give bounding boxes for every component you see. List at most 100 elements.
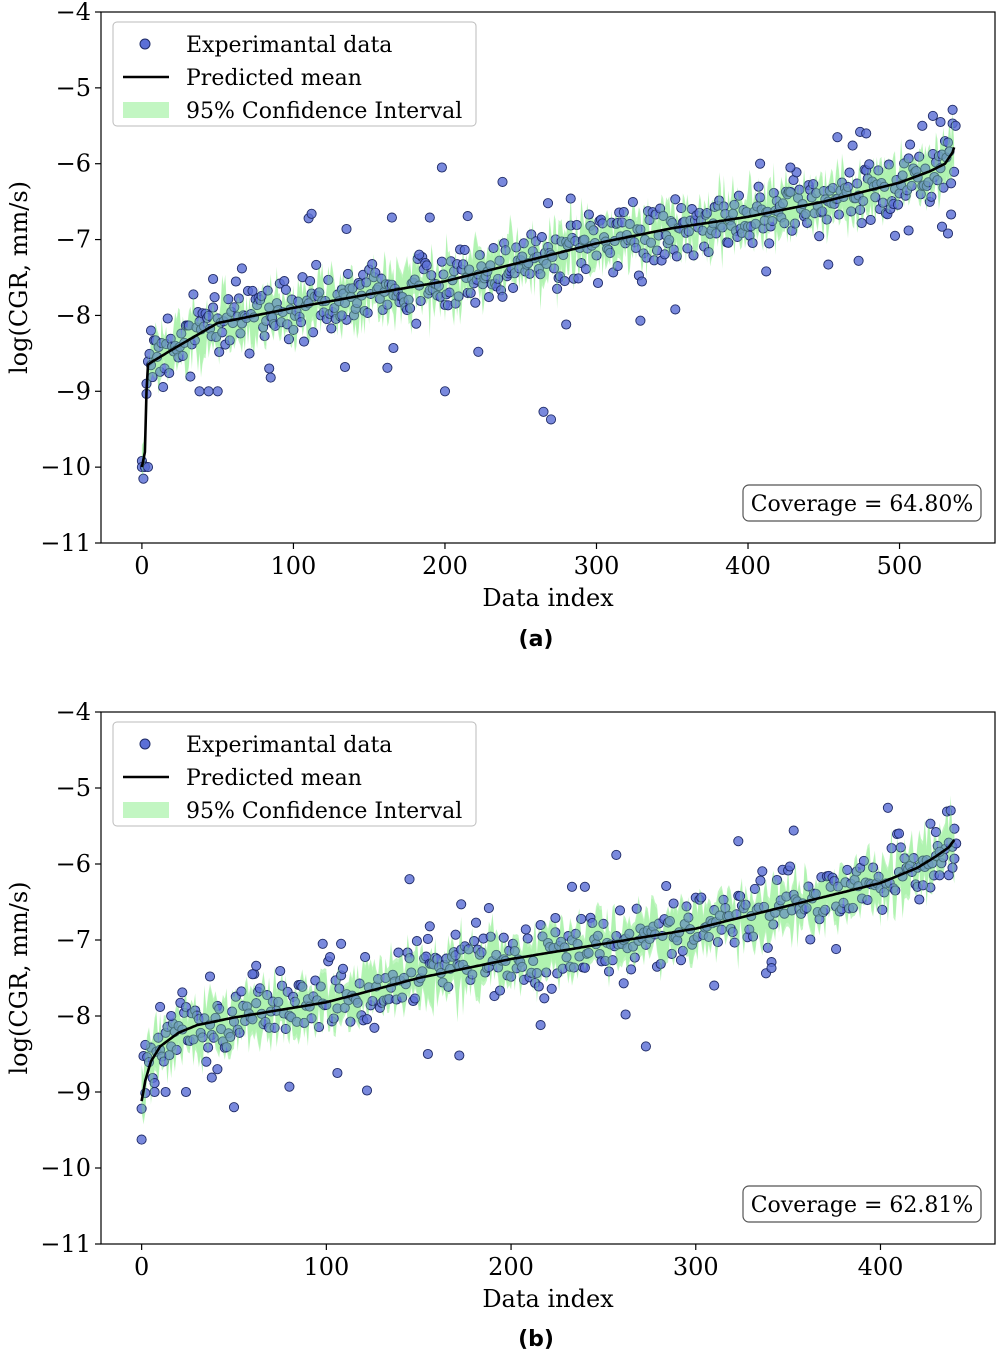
data-point — [877, 904, 888, 915]
mean-line — [140, 839, 956, 1102]
data-point — [784, 861, 796, 872]
coverage-box-a — [742, 484, 982, 522]
data-point — [640, 1041, 651, 1052]
data-point — [251, 998, 262, 1009]
legend-label-mean-b: Predicted mean — [186, 766, 362, 791]
data-point — [583, 209, 594, 220]
data-point — [771, 874, 783, 886]
x-axis-label-b: Data index — [482, 1285, 614, 1313]
data-point — [712, 937, 723, 948]
x-tick-label: 0 — [134, 552, 149, 580]
data-point — [927, 110, 938, 121]
data-point — [733, 190, 744, 201]
data-point — [805, 934, 816, 945]
data-point — [682, 243, 693, 254]
data-point — [823, 259, 834, 270]
data-point — [424, 921, 435, 932]
data-point — [890, 885, 901, 896]
data-point — [339, 361, 351, 373]
data-point — [579, 881, 590, 892]
legend-b: Experimantal data Predicted mean 95% Con… — [112, 721, 477, 827]
confidence-band-a — [141, 111, 955, 483]
data-point — [666, 948, 677, 959]
data-point — [326, 323, 337, 334]
data-point — [833, 209, 844, 220]
data-point — [236, 263, 247, 274]
data-point — [374, 293, 385, 304]
data-point — [206, 1072, 217, 1083]
x-tick-label: 200 — [422, 552, 468, 580]
data-point — [397, 992, 408, 1003]
data-point — [607, 955, 618, 966]
data-point — [185, 371, 196, 382]
data-point — [439, 386, 451, 397]
legend-marker-ci-a — [123, 102, 169, 118]
data-point — [668, 898, 679, 909]
y-ticks-a: −11 −10 −9 −8 −7 −6 −5 −4 — [40, 0, 101, 557]
data-point — [670, 194, 681, 205]
data-point — [949, 823, 960, 834]
data-point — [136, 1103, 147, 1114]
data-point — [497, 291, 508, 302]
data-point — [500, 245, 511, 256]
data-point — [467, 969, 478, 980]
data-point — [903, 153, 914, 164]
y-tick-label: −11 — [40, 1230, 91, 1258]
data-point — [497, 176, 508, 187]
data-point — [808, 179, 819, 190]
data-point — [283, 334, 294, 345]
confidence-band-overlay — [141, 115, 955, 479]
data-point — [251, 960, 262, 971]
data-point — [821, 214, 832, 225]
data-point — [188, 289, 199, 300]
data-point — [332, 1067, 343, 1079]
data-point — [636, 276, 647, 287]
coverage-annotation-a: Coverage = 64.80% — [742, 484, 982, 522]
data-point — [265, 372, 276, 383]
data-point — [661, 880, 672, 892]
data-point — [753, 181, 764, 192]
data-point — [176, 328, 187, 339]
data-point — [406, 967, 417, 978]
data-point — [273, 996, 284, 1007]
data-point — [362, 307, 373, 318]
data-point — [549, 263, 560, 274]
data-point — [443, 981, 454, 992]
y-tick-label: −6 — [56, 150, 91, 178]
data-point — [227, 1006, 238, 1017]
data-point — [465, 287, 476, 299]
data-point — [524, 268, 535, 279]
data-point — [404, 953, 415, 964]
data-point — [342, 268, 354, 279]
x-tick-label: 100 — [303, 1253, 349, 1281]
data-point — [764, 238, 775, 249]
data-point — [914, 894, 925, 905]
data-point — [611, 849, 622, 860]
data-point — [861, 128, 872, 139]
data-point — [677, 945, 688, 956]
legend-label-points-a: Experimantal data — [186, 33, 392, 58]
data-point — [209, 292, 220, 303]
data-point — [470, 297, 481, 308]
data-point — [354, 978, 365, 989]
data-point — [177, 350, 188, 361]
data-point — [546, 983, 557, 994]
data-point — [269, 1022, 280, 1033]
x-tick-label: 400 — [858, 1253, 904, 1281]
data-point — [162, 313, 173, 324]
data-point — [893, 828, 905, 839]
data-point — [906, 180, 917, 191]
confidence-band — [141, 111, 955, 483]
data-point — [535, 269, 546, 280]
data-point — [149, 1086, 160, 1098]
data-point — [703, 247, 714, 258]
data-point — [136, 1134, 147, 1145]
legend-marker-points-b — [139, 738, 151, 750]
data-point — [858, 855, 869, 866]
data-point — [750, 218, 761, 229]
data-point — [603, 966, 615, 977]
data-point — [214, 1003, 225, 1014]
data-point — [254, 983, 265, 994]
data-point — [244, 348, 255, 359]
